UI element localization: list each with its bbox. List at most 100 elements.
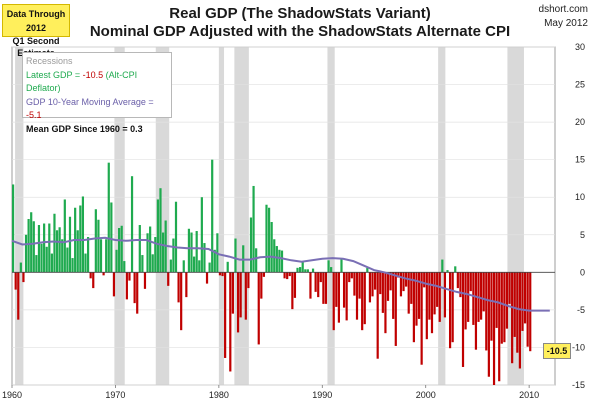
legend-latest-value: -10.5 — [82, 69, 104, 80]
gdp-bar — [105, 239, 108, 273]
gdp-bar — [361, 272, 364, 331]
gdp-bar — [53, 213, 56, 273]
gdp-bar — [22, 272, 25, 283]
legend-mean: Mean GDP Since 1960 = 0.3 — [26, 123, 143, 134]
gdp-bar — [410, 272, 413, 304]
gdp-bar — [459, 272, 462, 298]
gdp-bar — [353, 272, 356, 296]
x-tick-label: 1980 — [209, 390, 229, 400]
gdp-bar — [161, 232, 165, 273]
gdp-bar — [92, 272, 95, 289]
x-tick-label: 1990 — [312, 390, 332, 400]
gdp-bar — [412, 272, 415, 343]
gdp-bar — [420, 272, 423, 365]
gdp-bar — [187, 228, 191, 273]
gdp-bar — [319, 272, 322, 283]
gdp-bar — [423, 272, 426, 288]
gdp-bar — [291, 272, 294, 310]
gdp-bar — [102, 272, 105, 276]
gdp-bar — [529, 272, 532, 352]
gdp-bar — [143, 272, 147, 289]
gdp-bar — [350, 272, 353, 279]
gdp-bar — [280, 250, 284, 273]
gdp-bar — [275, 246, 278, 273]
gdp-bar — [368, 272, 372, 303]
gdp-bar — [86, 237, 90, 273]
gdp-bar — [304, 269, 307, 273]
gdp-bar — [97, 219, 100, 273]
legend-moving-average: GDP 10-Year Moving Average = -5.1 — [26, 96, 171, 123]
gdp-bar — [399, 272, 403, 297]
gdp-bar — [226, 261, 229, 273]
gdp-bar — [177, 272, 180, 303]
gdp-bar — [169, 259, 172, 273]
gdp-bar — [89, 272, 92, 279]
gdp-bar — [505, 272, 509, 329]
gdp-bar — [487, 272, 490, 377]
gdp-bar — [61, 239, 64, 273]
gdp-bar — [314, 272, 317, 292]
gdp-bar — [523, 272, 527, 324]
gdp-bar — [84, 253, 87, 273]
source-date: May 2012 — [544, 18, 588, 29]
gdp-bar — [309, 272, 312, 299]
gdp-bar — [503, 272, 506, 343]
gdp-bar — [195, 231, 198, 273]
gdp-bar — [19, 262, 22, 273]
gdp-bar — [125, 272, 128, 300]
gdp-bar — [48, 223, 51, 273]
gdp-bar — [381, 272, 384, 313]
moving-average-line — [11, 236, 550, 312]
gdp-bar — [185, 272, 188, 298]
gdp-bar — [32, 221, 35, 273]
gdp-bar — [118, 228, 121, 273]
legend-latest-label: Latest GDP = — [26, 69, 83, 80]
gdp-bar — [14, 272, 17, 290]
gdp-bar — [355, 272, 359, 320]
gdp-bar — [469, 272, 472, 292]
gdp-bar — [200, 197, 203, 273]
data-note-badge: Data Through 2012 Q1 Second Estimate — [2, 4, 70, 58]
gdp-bar — [278, 249, 281, 273]
gdp-bar — [472, 272, 475, 325]
chart-title: Real GDP (The ShadowStats Variant) — [169, 5, 431, 22]
gdp-bar — [156, 199, 159, 273]
gdp-bar — [342, 272, 346, 308]
source-block: dshort.com May 2012 — [539, 3, 588, 31]
gdp-bar — [255, 248, 258, 273]
gdp-bar — [231, 272, 234, 314]
gdp-bar — [247, 272, 250, 289]
gdp-bar — [211, 159, 214, 273]
gdp-bar — [55, 230, 59, 273]
gdp-bar — [174, 201, 178, 273]
gdp-bar — [45, 246, 48, 273]
gdp-bar — [35, 255, 38, 273]
gdp-bar — [190, 232, 193, 273]
gdp-bar — [386, 272, 390, 301]
gdp-bar — [257, 272, 260, 345]
gdp-bar — [324, 272, 328, 304]
x-tick-label: 2000 — [416, 390, 436, 400]
gdp-bar — [340, 258, 343, 273]
gdp-bar — [154, 237, 157, 273]
gdp-bar — [299, 267, 302, 273]
gdp-bar — [120, 225, 123, 273]
gdp-bar — [322, 272, 325, 304]
gdp-bar — [159, 188, 162, 273]
gdp-bar — [43, 223, 46, 273]
y-tick-label: 20 — [575, 117, 585, 127]
y-tick-label: 0 — [580, 267, 585, 277]
recession-band — [15, 47, 24, 385]
legend-latest-gdp: Latest GDP = -10.5 (Alt-CPI Deflator) — [26, 69, 171, 96]
gdp-bar — [454, 266, 457, 273]
gdp-bar — [464, 272, 467, 330]
gdp-bar — [94, 209, 97, 273]
y-tick-label: -15 — [572, 380, 585, 390]
gdp-bar — [27, 219, 30, 273]
legend-ma-label: GDP 10-Year Moving Average = — [26, 96, 154, 107]
gdp-bar — [397, 272, 400, 278]
recession-band — [234, 47, 249, 385]
gdp-bar — [335, 272, 338, 307]
gdp-bar — [379, 272, 382, 295]
gdp-bar — [407, 272, 410, 314]
